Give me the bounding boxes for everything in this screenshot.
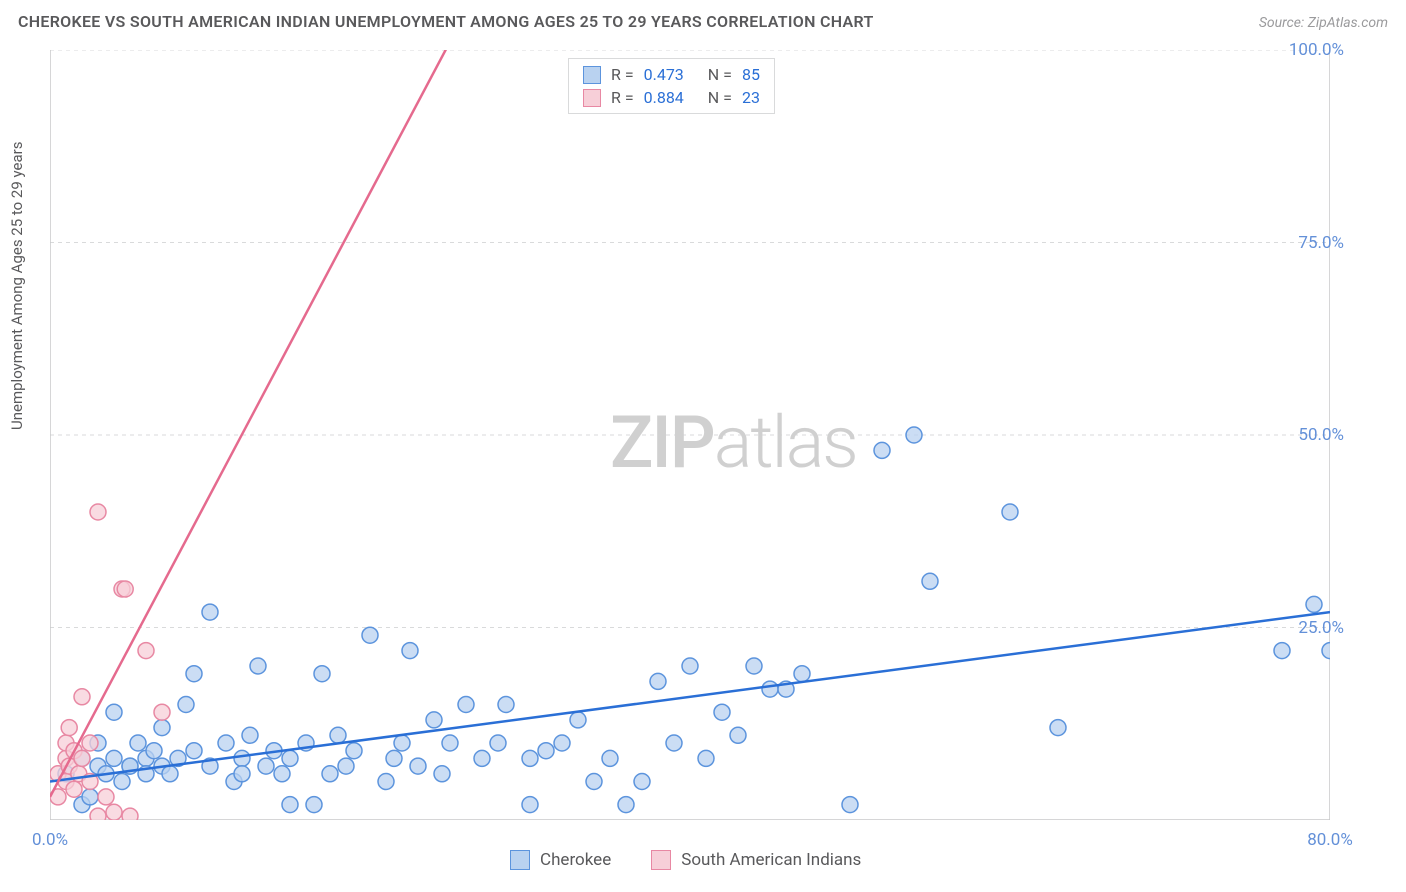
legend-label-cherokee: Cherokee: [540, 850, 611, 870]
legend: Cherokee South American Indians: [510, 850, 861, 870]
r-label: R =: [611, 65, 634, 84]
correlation-stats-box: R = 0.473 N = 85 R = 0.884 N = 23: [568, 58, 775, 114]
chart-source: Source: ZipAtlas.com: [1259, 15, 1388, 31]
scatter-plot-svg: [50, 50, 1330, 820]
y-tick-label: 75.0%: [1298, 233, 1344, 253]
stats-row-cherokee: R = 0.473 N = 85: [583, 63, 760, 86]
chart-header: CHEROKEE VS SOUTH AMERICAN INDIAN UNEMPL…: [0, 0, 1406, 35]
y-tick-label: 100.0%: [1289, 40, 1344, 60]
y-tick-label: 25.0%: [1298, 618, 1344, 638]
x-tick-label: 0.0%: [32, 830, 68, 850]
r-label: R =: [611, 88, 634, 107]
r-value-cherokee: 0.473: [644, 65, 684, 84]
n-value-sai: 23: [742, 88, 760, 107]
n-value-cherokee: 85: [742, 65, 760, 84]
legend-label-sai: South American Indians: [681, 850, 861, 870]
y-tick-label: 50.0%: [1298, 425, 1344, 445]
n-label: N =: [708, 88, 732, 107]
y-axis-label: Unemployment Among Ages 25 to 29 years: [8, 142, 26, 430]
stats-row-sai: R = 0.884 N = 23: [583, 86, 760, 109]
swatch-cherokee: [583, 66, 601, 84]
chart-title: CHEROKEE VS SOUTH AMERICAN INDIAN UNEMPL…: [18, 12, 874, 31]
chart-plot-area: 25.0%50.0%75.0%100.0% 0.0%80.0%: [50, 50, 1350, 820]
legend-item-sai: South American Indians: [651, 850, 861, 870]
legend-swatch-cherokee: [510, 850, 530, 870]
n-label: N =: [708, 65, 732, 84]
x-tick-label: 80.0%: [1307, 830, 1353, 850]
r-value-sai: 0.884: [644, 88, 684, 107]
legend-item-cherokee: Cherokee: [510, 850, 611, 870]
swatch-sai: [583, 89, 601, 107]
legend-swatch-sai: [651, 850, 671, 870]
